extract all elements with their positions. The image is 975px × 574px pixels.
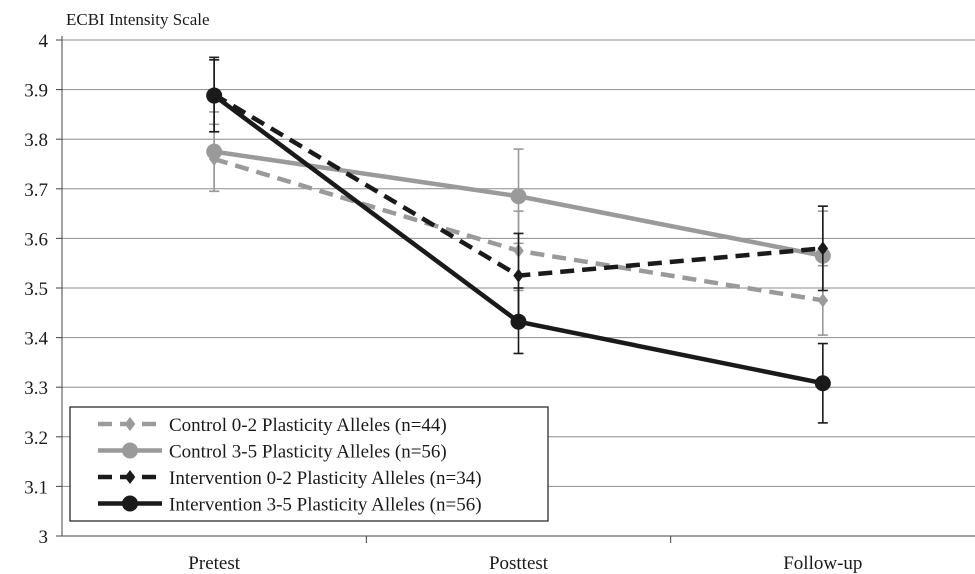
data-point bbox=[817, 241, 829, 256]
legend: Control 0-2 Plasticity Alleles (n=44) Con… bbox=[69, 406, 549, 522]
data-series bbox=[206, 56, 831, 424]
legend-label: Control 0-2 Plasticity Alleles (n=44) bbox=[169, 415, 447, 436]
data-point bbox=[814, 375, 831, 392]
data-point bbox=[510, 313, 527, 330]
legend-label: Intervention 3-5 Plasticity Alleles (n=5… bbox=[169, 495, 482, 516]
data-point bbox=[122, 495, 138, 512]
y-tick-label: 3.5 bbox=[24, 279, 48, 300]
y-tick-label: 3.8 bbox=[24, 130, 48, 151]
y-tick-label: 3.9 bbox=[24, 81, 48, 102]
legend-label: Intervention 0-2 Plasticity Alleles (n=3… bbox=[169, 468, 482, 489]
y-tick-label: 3.3 bbox=[24, 378, 48, 399]
x-tick-label: Follow-up bbox=[783, 553, 862, 574]
series-4 bbox=[206, 59, 831, 424]
y-axis-title: ECBI Intensity Scale bbox=[66, 10, 210, 29]
x-tick-label: Pretest bbox=[188, 553, 240, 574]
data-point bbox=[206, 87, 223, 104]
y-tick-label: 3.7 bbox=[24, 180, 48, 201]
y-tick-label: 3.4 bbox=[24, 329, 48, 350]
y-tick-label: 3 bbox=[39, 527, 49, 548]
data-point bbox=[510, 188, 527, 205]
data-point bbox=[124, 470, 136, 484]
y-tick-label: 4 bbox=[39, 31, 49, 52]
legend-label: Control 3-5 Plasticity Alleles (n=56) bbox=[169, 442, 447, 463]
y-tick-label: 3.2 bbox=[24, 428, 48, 449]
data-point bbox=[513, 268, 524, 283]
data-point bbox=[124, 417, 136, 431]
x-tick-label: Posttest bbox=[489, 553, 549, 574]
data-point bbox=[206, 143, 223, 160]
y-tick-label: 3.1 bbox=[24, 477, 48, 498]
data-point bbox=[122, 442, 138, 459]
y-tick-label: 3.6 bbox=[24, 229, 48, 250]
axes: 3 3.1 3.2 3.3 3.4 3.5 3.6 3.7 3.8 3.9 4 Pretest Post… bbox=[24, 31, 975, 574]
